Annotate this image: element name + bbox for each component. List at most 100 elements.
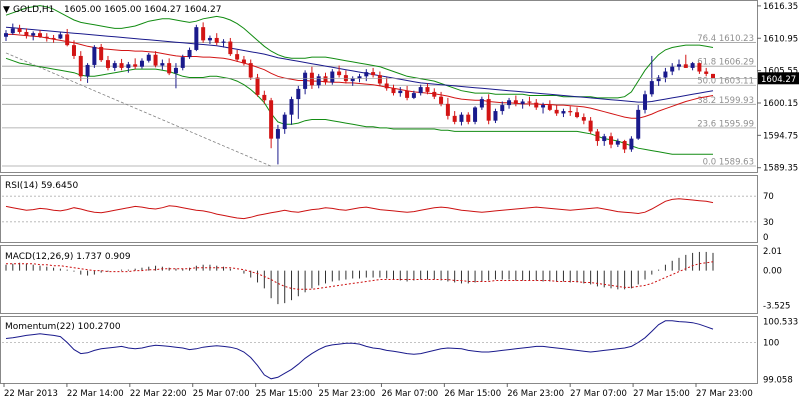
- candle-body: [357, 76, 362, 79]
- candle-body: [636, 109, 641, 139]
- candle-body: [201, 27, 206, 41]
- price-axis: 1616.35 1610.95 1605.55 1600.15 1594.75 1589.…: [2, 2, 799, 174]
- candle-body: [656, 77, 661, 82]
- candle-body: [133, 64, 138, 67]
- candle-body: [391, 88, 396, 94]
- candle-body: [105, 60, 110, 68]
- candle-body: [588, 120, 593, 132]
- candle-body: [262, 94, 267, 101]
- candle-body: [153, 54, 158, 66]
- time-label-1: 22 Mar 14:00: [67, 389, 124, 399]
- candle-body: [670, 66, 675, 72]
- time-label-2: 22 Mar 22:00: [130, 389, 187, 399]
- price-tick-label-2: 1605.55: [763, 67, 798, 77]
- candlesticks: [4, 22, 715, 165]
- candle-body: [146, 54, 151, 61]
- rsi-tick-label-0: 70: [763, 192, 774, 202]
- candle-body: [622, 141, 627, 150]
- candle-body: [466, 114, 471, 122]
- candle-body: [609, 136, 614, 145]
- bollinger-bands: [5, 5, 714, 155]
- candle-body: [235, 54, 240, 60]
- bollinger-upper-line: [5, 5, 714, 99]
- macd-tick-label-0: 2.01: [763, 247, 782, 257]
- time-axis: 22 Mar 2013 22 Mar 14:00 22 Mar 22:00 25 Ma…: [3, 383, 753, 399]
- candle-body: [527, 101, 532, 103]
- candle-body: [677, 64, 682, 67]
- macd-tick-label-1: 0.00: [763, 267, 782, 277]
- candle-body: [520, 101, 525, 104]
- candle-body: [371, 72, 376, 76]
- time-label-9: 27 Mar 07:00: [570, 389, 627, 399]
- candle-body: [221, 41, 226, 43]
- candle-body: [17, 28, 22, 32]
- candle-body: [214, 37, 219, 43]
- rsi-label: RSI(14) 59.6450: [5, 181, 78, 191]
- candle-body: [24, 31, 29, 36]
- candle-body: [439, 96, 444, 104]
- candle-body: [493, 111, 498, 121]
- candle-body: [126, 64, 131, 68]
- candle-body: [241, 59, 246, 64]
- candle-body: [194, 27, 199, 50]
- macd-panel-frame: [0, 245, 758, 314]
- momentum-tick-label-2: 99.058: [763, 376, 793, 386]
- header-symbol: GOLD,H1: [13, 5, 54, 15]
- moving-average-red-line: [6, 33, 714, 119]
- candle-body: [534, 102, 539, 108]
- momentum-tick-label-1: 100: [763, 338, 779, 348]
- time-label-5: 25 Mar 23:00: [319, 389, 376, 399]
- candle-body: [418, 87, 423, 94]
- price-tick-label-3: 1600.15: [763, 99, 798, 109]
- candle-body: [459, 114, 464, 122]
- candle-body: [289, 99, 294, 115]
- moving-average-blue-line: [5, 26, 714, 103]
- candle-body: [78, 55, 83, 77]
- momentum-label: Momentum(22) 100.2700: [5, 322, 121, 332]
- candle-body: [541, 105, 546, 108]
- candle-body: [473, 107, 478, 122]
- candle-body: [228, 41, 233, 55]
- candle-body: [500, 105, 505, 112]
- candle-body: [37, 33, 42, 37]
- header-ohlc: 1605.00 1605.00 1604.27 1604.27: [64, 5, 221, 15]
- fib-label-2: 50.0 1603.11: [697, 77, 754, 87]
- candle-body: [4, 33, 8, 37]
- candle-body: [187, 49, 192, 58]
- rsi-line: [5, 198, 714, 220]
- candle-body: [649, 81, 654, 95]
- candle-body: [568, 111, 573, 113]
- candle-body: [316, 76, 321, 86]
- momentum-panel: 100.533 100 99.058: [2, 317, 798, 386]
- candle-body: [269, 100, 274, 139]
- candle-body: [71, 45, 76, 56]
- candle-body: [479, 99, 484, 108]
- candle-body: [282, 114, 287, 130]
- candle-body: [643, 94, 648, 110]
- price-tick-label-4: 1594.75: [763, 131, 798, 141]
- candle-body: [112, 63, 117, 68]
- candle-body: [255, 77, 260, 95]
- trendline: [5, 52, 272, 167]
- candle-body: [595, 131, 600, 142]
- candle-body: [173, 67, 178, 74]
- candle-body: [296, 88, 301, 100]
- candle-body: [697, 63, 702, 72]
- candle-body: [160, 63, 165, 66]
- macd-panel: 2.01 0.00 -3.525: [5, 247, 790, 311]
- candle-body: [513, 100, 518, 104]
- candle-body: [275, 129, 280, 139]
- candle-body: [411, 93, 416, 98]
- candle-body: [180, 57, 185, 68]
- candle-body: [581, 117, 586, 121]
- rsi-tick-label-1: 30: [763, 218, 774, 228]
- fib-label-1: 61.8 1606.29: [697, 58, 754, 68]
- header-arrow: ▼: [3, 5, 10, 15]
- candle-body: [350, 78, 355, 82]
- candle-body: [425, 87, 430, 92]
- fib-label-3: 38.2 1599.93: [697, 96, 754, 106]
- candle-body: [547, 105, 552, 110]
- price-tick-label-0: 1616.35: [763, 2, 798, 12]
- candle-body: [337, 71, 342, 76]
- current-price-label: 1604.27: [761, 75, 796, 85]
